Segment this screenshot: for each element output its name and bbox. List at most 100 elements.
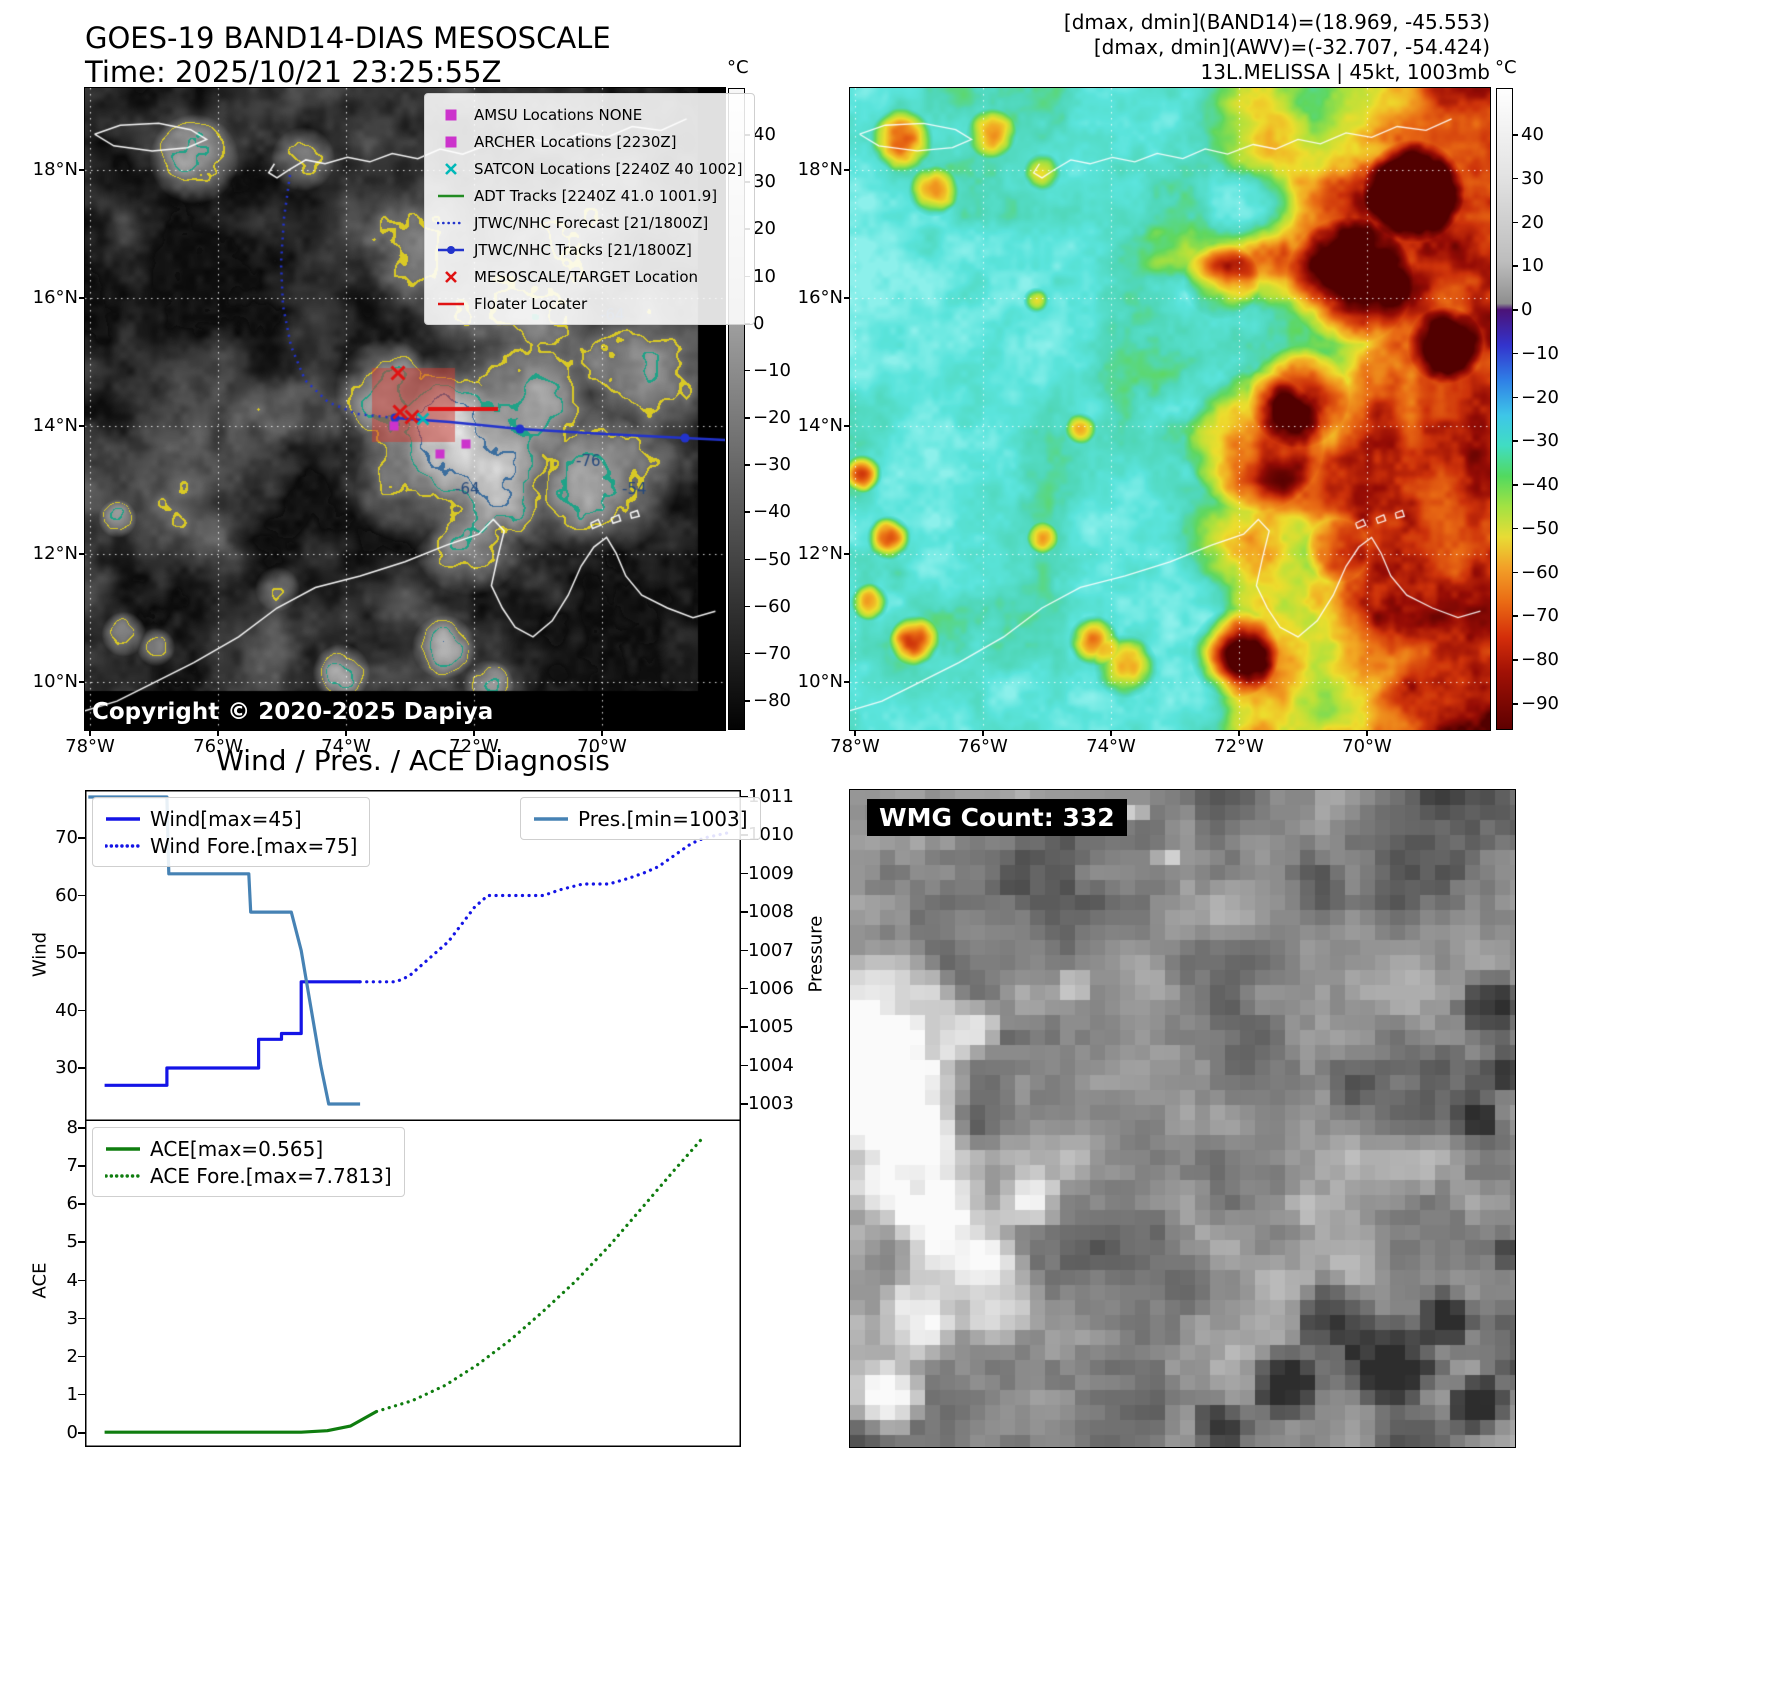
awv-colorbar-tick: 30 [1521, 167, 1544, 189]
awv-lon-tick: 78°W [830, 736, 880, 757]
tick-mark [78, 1279, 85, 1281]
tick-mark [844, 297, 850, 299]
ace-ytick: 2 [66, 1345, 78, 1367]
tick-mark [78, 1432, 85, 1434]
ace-ytick: 0 [66, 1422, 78, 1443]
legend-label: ADT Tracks [2240Z 41.0 1001.9] [474, 186, 718, 205]
wind-legend-box: Wind[max=45] Wind Fore.[max=75] [92, 797, 371, 867]
tick-mark [78, 894, 85, 896]
tick-mark [745, 652, 750, 655]
tick-mark [741, 1026, 748, 1028]
legend-label: ARCHER Locations [2230Z] [474, 132, 677, 151]
tick-mark [1110, 730, 1112, 736]
tick-mark [345, 730, 347, 736]
legend-item: MESOSCALE/TARGET Location [437, 263, 742, 290]
band14-colorbar-tick: 10 [753, 265, 776, 287]
tick-mark [741, 949, 748, 951]
awv-lat-tick: 16°N [797, 287, 843, 308]
tick-mark [1513, 352, 1518, 355]
awv-colorbar-tick: 40 [1521, 124, 1544, 145]
awv-colorbar-tick: −60 [1521, 561, 1559, 583]
legend-label: JTWC/NHC Forecast [21/1800Z] [474, 213, 709, 232]
pressure-ytick: 1009 [748, 862, 794, 884]
band14-colorbar-tick: −20 [753, 407, 791, 428]
tick-mark [78, 1241, 85, 1243]
awv-colorbar-tick: 10 [1521, 255, 1544, 277]
tick-mark [79, 425, 85, 427]
tick-mark [1238, 730, 1240, 736]
awv-colorbar-tick: −20 [1521, 386, 1559, 408]
legend-item: Floater Locater [437, 290, 742, 317]
band14-lon-tick: 74°W [321, 736, 371, 757]
pressure-ytick: 1008 [748, 901, 794, 923]
tick-mark [844, 425, 850, 427]
legend-item: AMSU Locations NONE [437, 101, 742, 128]
pressure-ytick: 1003 [748, 1093, 794, 1114]
awv-colorbar-tick: −80 [1521, 649, 1559, 671]
band14-colorbar-unit: °C [727, 57, 749, 78]
tick-mark [745, 369, 750, 372]
series-wind-fore-max-75- [358, 830, 732, 984]
band14-lon-tick: 78°W [65, 736, 115, 757]
tick-mark [79, 553, 85, 555]
tick-mark [1513, 527, 1518, 530]
tick-mark [78, 1203, 85, 1205]
legend-line-sample [438, 194, 464, 197]
pressure-ytick: 1005 [748, 1016, 794, 1038]
tick-mark [78, 837, 85, 839]
tick-mark [982, 730, 984, 736]
ace-ytick: 6 [66, 1193, 78, 1215]
legend-line-dot-sample [438, 245, 464, 254]
ace-ytick: 1 [66, 1383, 78, 1405]
legend-item: Wind Fore.[max=75] [105, 832, 357, 859]
band14-colorbar-tick: 0 [753, 312, 765, 334]
ace-ytick: 4 [66, 1269, 78, 1291]
tick-mark [1513, 221, 1518, 224]
wind-ytick: 30 [55, 1057, 78, 1078]
awv-header: [dmax, dmin](BAND14)=(18.969, -45.553) [… [898, 10, 1490, 85]
awv-lon-tick: 70°W [1342, 736, 1392, 757]
tick-mark [79, 297, 85, 299]
tick-mark [78, 1317, 85, 1320]
legend-label: ACE[max=0.565] [150, 1136, 324, 1161]
legend-label: ACE Fore.[max=7.7813] [150, 1163, 392, 1188]
awv-colorbar-tick: −70 [1521, 605, 1559, 627]
legend-item: JTWC/NHC Tracks [21/1800Z] [437, 236, 742, 263]
awv-lon-tick: 74°W [1086, 736, 1136, 757]
awv-header-line-1: [dmax, dmin](BAND14)=(18.969, -45.553) [1063, 10, 1490, 34]
awv-lon-tick: 76°W [958, 736, 1008, 757]
tick-mark [741, 1064, 748, 1067]
awv-lat-tick: 18°N [797, 159, 843, 180]
band14-colorbar-tick: −30 [753, 454, 791, 476]
legend-square-sample [445, 109, 457, 120]
ace-legend-box: ACE[max=0.565] ACE Fore.[max=7.7813] [92, 1127, 405, 1197]
wind-ytick: 60 [55, 884, 78, 906]
tick-mark [741, 872, 748, 875]
pressure-ytick: 1006 [748, 977, 794, 999]
tick-mark [745, 558, 750, 560]
band14-colorbar-tick: −40 [753, 501, 791, 523]
tick-mark [1513, 177, 1518, 180]
band14-colorbar-tick: 40 [753, 124, 776, 145]
tick-mark [1513, 659, 1518, 661]
wmg-count-badge: WMG Count: 332 [867, 799, 1127, 836]
awv-colorbar-tick: 0 [1521, 299, 1533, 321]
series-wind-max-45- [104, 980, 361, 1087]
ace-plot-frame [85, 1119, 741, 1447]
awv-lat-tick: 14°N [797, 415, 843, 436]
wind-ytick: 50 [55, 942, 78, 963]
band14-time-label: Time: 2025/10/21 23:25:55Z [85, 55, 502, 89]
band14-colorbar-tick: −80 [753, 690, 791, 711]
legend-item: JTWC/NHC Forecast [21/1800Z] [437, 209, 742, 236]
legend-item: ARCHER Locations [2230Z] [437, 128, 742, 155]
legend-item: SATCON Locations [2240Z 40 1002] [437, 155, 742, 182]
tick-mark [1513, 440, 1518, 442]
awv-colorbar-tick: −30 [1521, 430, 1559, 452]
tick-mark [844, 169, 850, 171]
awv-lat-tick: 10°N [797, 671, 843, 692]
legend-label: Pres.[min=1003] [578, 806, 748, 831]
tick-mark [1513, 134, 1518, 136]
series-ace-fore-max-7-7813- [374, 1134, 706, 1414]
legend-x-sample [445, 162, 457, 175]
tick-mark [745, 511, 750, 513]
